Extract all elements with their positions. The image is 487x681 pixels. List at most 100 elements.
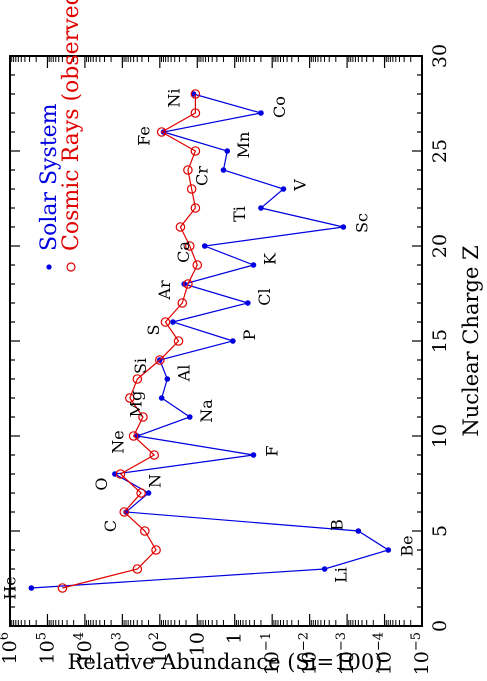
data-point (155, 355, 165, 365)
element-label-cr: Cr (192, 166, 211, 186)
data-point (192, 260, 203, 270)
data-point (128, 431, 139, 441)
x-tick-label: 5 (429, 525, 451, 537)
x-tick-label: 20 (429, 234, 451, 258)
y-tick-label: 10 (186, 632, 208, 656)
data-point (183, 165, 193, 175)
data-point (355, 528, 362, 534)
legend-cosmic-marker (66, 262, 76, 272)
x-tick-label: 10 (429, 424, 451, 448)
x-tick-label: 30 (429, 44, 451, 68)
data-point (224, 148, 231, 154)
data-point (245, 300, 251, 306)
y-tick-label: 10−1 (259, 632, 283, 675)
y-tick-label: 10−3 (334, 632, 358, 675)
y-tick-label: 106 (0, 632, 21, 664)
element-label-fe: Fe (135, 126, 154, 146)
data-point (385, 547, 392, 553)
data-point (57, 583, 68, 593)
y-tick-label: 10−2 (297, 632, 321, 675)
element-label-cl: Cl (255, 288, 274, 305)
data-point (230, 338, 236, 344)
data-point (175, 222, 186, 232)
y-tick-label: 10−4 (372, 632, 396, 675)
data-point (250, 262, 257, 268)
element-label-p: P (240, 329, 259, 340)
y-axis-title: Relative Abundance (Si=100) (68, 650, 383, 674)
y-tick-label: 10−5 (409, 632, 433, 675)
data-point (173, 336, 184, 346)
element-label-li: Li (332, 567, 351, 583)
legend-solar-marker (46, 264, 52, 270)
element-label-ne: Ne (108, 430, 127, 453)
element-label-co: Co (270, 96, 289, 118)
x-tick-label: 0 (429, 620, 451, 632)
element-labels: He Li Be B C N O F Ne Na Mg Al Si P S Cl Ar K Ca Sc Ti V Cr Mn F… (0, 88, 416, 599)
data-point (158, 395, 165, 401)
data-point (140, 526, 150, 536)
element-label-b: B (327, 519, 346, 531)
element-label-mn: Mn (234, 132, 253, 159)
legend-cosmic-label: Cosmic Rays (observed) (59, 0, 84, 251)
data-point (115, 469, 126, 479)
element-label-n: N (146, 474, 165, 488)
data-point (125, 393, 135, 403)
data-point (321, 566, 328, 572)
data-point (280, 186, 287, 192)
x-axis-ticks: 0 5 10 15 20 25 30 (10, 44, 451, 632)
data-point (190, 203, 201, 213)
data-point (184, 241, 195, 251)
data-point (156, 127, 167, 137)
data-point (151, 545, 161, 555)
data-point (119, 507, 130, 517)
legend-solar-label: Solar System (37, 103, 62, 251)
x-tick-label: 15 (429, 329, 451, 353)
element-label-na: Na (197, 399, 216, 423)
element-label-k: K (260, 252, 279, 265)
element-label-he: He (0, 576, 19, 599)
element-label-ar: Ar (155, 280, 174, 301)
y-axis-ticks: 10610510410310210110−110−210−310−410−5 (0, 56, 433, 675)
element-label-c: C (101, 520, 120, 532)
element-label-si: Si (131, 358, 150, 374)
element-label-v: V (290, 179, 309, 192)
data-point (145, 490, 152, 496)
data-point (250, 452, 257, 458)
data-point (190, 146, 201, 156)
x-axis-title: Nuclear Charge Z (459, 245, 483, 436)
y-tick-label: 1 (224, 632, 246, 644)
element-label-o: O (92, 477, 111, 490)
series-cosmic-line (62, 94, 198, 589)
data-point (177, 298, 188, 308)
data-point (201, 243, 208, 249)
element-label-ti: Ti (230, 206, 249, 222)
element-label-sc: Sc (352, 213, 371, 233)
data-point (138, 412, 148, 422)
data-point (132, 374, 143, 384)
element-label-ni: Ni (165, 88, 184, 107)
data-point (190, 108, 201, 118)
data-point (340, 224, 347, 230)
data-point (183, 279, 193, 289)
element-label-al: Al (174, 365, 193, 383)
legend: Solar System Cosmic Rays (observed) (37, 0, 84, 272)
data-point (258, 110, 264, 116)
data-point (28, 585, 35, 591)
y-tick-label: 105 (34, 632, 58, 664)
data-point (132, 564, 143, 574)
element-label-f: F (262, 445, 281, 456)
data-point (190, 89, 201, 99)
data-point (164, 376, 171, 382)
x-tick-label: 25 (429, 139, 451, 163)
series-cosmic-rays (57, 89, 203, 593)
element-label-mg: Mg (127, 391, 146, 418)
data-point (149, 450, 159, 460)
data-point (160, 317, 171, 327)
element-label-be: Be (397, 535, 416, 556)
data-point (136, 488, 146, 498)
data-point (258, 205, 264, 211)
element-label-ca: Ca (174, 241, 193, 263)
data-point (186, 184, 197, 194)
y-tick-label: 104 (72, 632, 96, 664)
